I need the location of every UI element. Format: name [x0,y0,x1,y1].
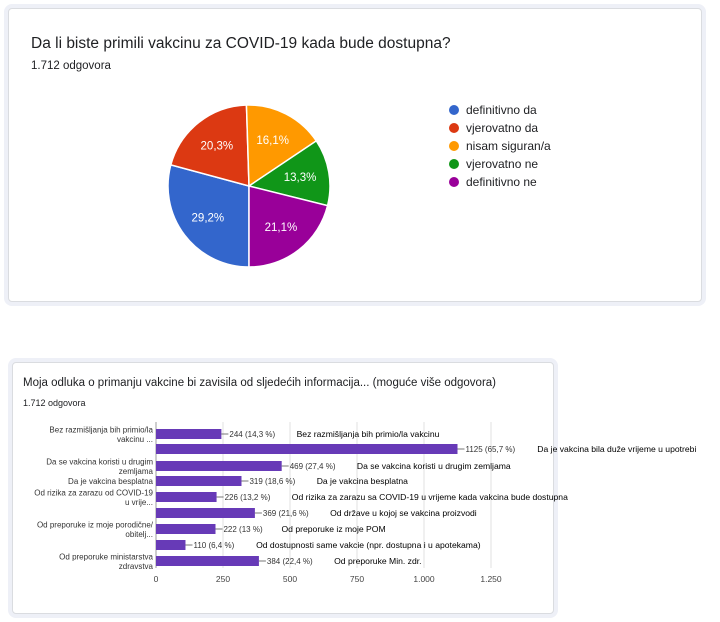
value-label: 319 (18,6 %) [249,477,295,486]
pie-slice-label: 29,2% [192,213,225,225]
category-label: vakcinu ... [117,435,153,444]
legend-label: vjerovatno da [466,121,539,135]
legend-label: definitivno da [466,103,537,117]
response-count: 1.712 odgovora [23,398,86,408]
value-label: 384 (22,4 %) [267,557,313,566]
bar [156,429,222,439]
bar-annotation: Da je vakcina bila duže vrijeme u upotre… [537,444,696,454]
x-tick-label: 1.000 [413,574,435,584]
category-label: zdravstva [119,562,154,571]
legend-item: vjerovatno da [449,121,551,139]
pie-slice-label: 21,1% [265,222,298,234]
bar [156,492,217,502]
bar [156,444,458,454]
legend-dot-icon [449,105,459,115]
value-label: 469 (27,4 %) [290,462,336,471]
bar [156,476,242,486]
pie-slice-label: 16,1% [256,135,289,147]
pie-slice [167,163,250,268]
legend-label: definitivno ne [466,175,537,189]
bar-annotation: Od dostupnosti same vakcie (npr. dostupn… [256,540,481,550]
value-label: 1125 (65,7 %) [466,445,516,454]
legend-item: definitivno da [449,103,551,121]
legend-dot-icon [449,123,459,133]
bar-annotation: Od rizika za zarazu sa COVID-19 u vrijem… [292,492,568,502]
pie-slice-label: 20,3% [201,140,234,152]
pie-question-card: Da li biste primili vakcinu za COVID-19 … [8,8,702,302]
value-label: 226 (13,2 %) [225,493,271,502]
value-label: 110 (6,4 %) [193,541,234,550]
x-tick-label: 0 [154,574,159,584]
legend-item: vjerovatno ne [449,157,551,175]
x-tick-label: 750 [350,574,364,584]
legend-dot-icon [449,141,459,151]
category-label: Od rizika za zarazu od COVID-19 [34,488,153,497]
x-tick-label: 1.250 [480,574,502,584]
bar [156,508,255,518]
category-label: Bez razmišljanja bih primio/la [49,425,153,434]
category-label: Da je vakcina besplatna [68,477,153,486]
bar-annotation: Bez razmišljanja bih primio/la vakcinu [297,429,440,439]
bar [156,524,216,534]
legend-dot-icon [449,159,459,169]
bar-question-card: Moja odluka o primanju vakcine bi zavisi… [12,362,554,614]
x-tick-label: 250 [216,574,230,584]
bar-annotation: Od preporuke iz moje POM [281,524,385,534]
category-label: Od preporuke iz moje porodične/ [37,520,154,529]
pie-slice [247,139,331,207]
question-title: Da li biste primili vakcinu za COVID-19 … [31,35,451,52]
bar-annotation: Da se vakcina koristi u drugim zemljama [357,461,511,471]
x-tick-label: 500 [283,574,297,584]
pie-slice [245,104,318,188]
pie-legend: definitivno da vjerovatno da nisam siguran… [449,103,551,193]
bar [156,540,186,550]
pie-chart: 29,2% 20,3% 16,1% 13,3% 21,1% [167,104,331,268]
legend-label: vjerovatno ne [466,157,539,171]
pie-slice [169,104,250,187]
bar [156,556,259,566]
bar-annotation: Da je vakcina besplatna [317,476,408,486]
legend-item: definitivno ne [449,175,551,193]
question-title: Moja odluka o primanju vakcine bi zavisi… [23,377,497,389]
bar-annotation: Od preporuke Min. zdr. [334,556,421,566]
bar-annotation: Od države u kojoj se vakcina proizvodi [330,508,477,518]
value-label: 244 (14,3 %) [229,430,275,439]
value-label: 369 (21,6 %) [263,509,309,518]
pie-slice [248,185,329,268]
category-label: zemljama [119,467,154,476]
response-count: 1.712 odgovora [31,60,111,72]
category-label: obitelj... [125,530,153,539]
legend-dot-icon [449,177,459,187]
category-label: Da se vakcina koristi u drugim [46,457,153,466]
bar [156,461,282,471]
value-label: 222 (13 %) [223,525,262,534]
legend-item: nisam siguran/a [449,139,551,157]
category-label: Od preporuke ministarstva [59,552,153,561]
category-label: u vrije... [125,498,153,507]
legend-label: nisam siguran/a [466,139,551,153]
pie-slice-label: 13,3% [284,172,317,184]
